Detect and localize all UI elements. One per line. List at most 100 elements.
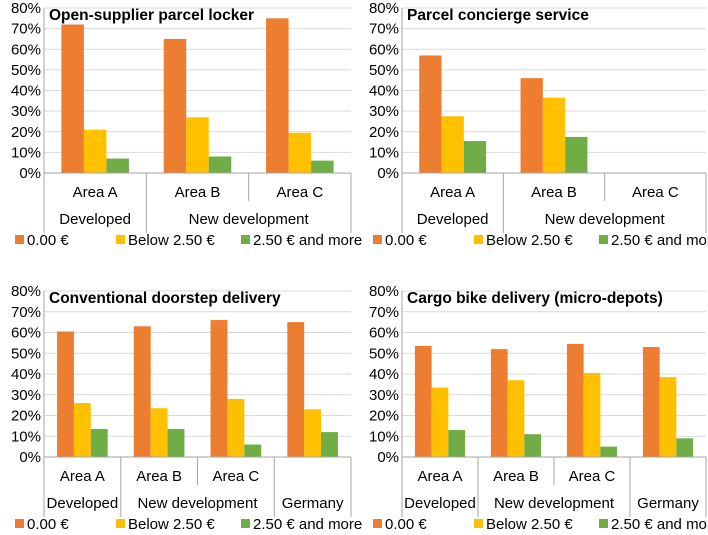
y-tick-label: 70% [11,21,41,38]
legend-label: Below 2.50 € [128,516,215,533]
chart-title: Cargo bike delivery (micro-depots) [407,290,663,307]
y-tick-label: 0% [377,165,399,182]
chart-panel-3: 0% 10% 20% 30% 40% 50% 60% 70% 80% Area A Area B Ar… [11,283,362,533]
legend-label: 0.00 € [27,516,69,533]
y-tick-label: 80% [369,0,399,17]
group-label: Developed [47,495,119,512]
y-tick-label: 40% [369,83,399,100]
legend-label: 0.00 € [385,232,427,249]
y-tick-label: 50% [11,345,41,362]
group-label: New development [189,211,310,228]
bar-1-area-b [520,78,543,173]
bar-2-area-b [507,380,525,457]
legend-swatch [241,235,250,244]
bar-2-area-c [583,372,601,457]
bar-3-area-a [448,430,466,457]
legend-swatch [15,235,24,244]
y-tick-label: 10% [11,144,41,161]
y-tick-label: 60% [11,41,41,58]
bar-2-area-a [83,129,107,173]
y-tick-label: 50% [369,62,399,79]
y-tick-label: 60% [369,41,399,58]
category-label: Area C [276,184,323,201]
legend-label: 0.00 € [27,232,69,249]
bar-2- [304,409,322,457]
bar-3-area-a [90,428,108,457]
y-tick-label: 30% [11,103,41,120]
bar-2-area-c [227,398,245,457]
bar-2-area-a [431,387,449,457]
bar-3-area-b [208,156,232,173]
legend-swatch [241,519,250,528]
y-tick-label: 60% [11,325,41,342]
legend-item: Below 2.50 € [474,516,573,533]
bar-1-area-b [490,349,508,457]
category-label: Area A [60,468,105,485]
y-tick-label: 60% [369,325,399,342]
category-label: Area B [493,468,539,485]
legend-label: Below 2.50 € [486,516,573,533]
category-label: Area B [531,184,577,201]
bar-3-area-c [244,444,262,457]
chart-title: Parcel concierge service [407,7,589,24]
category-label: Area B [136,468,182,485]
legend-swatch [599,519,608,528]
bar-2-area-c [288,132,312,173]
group-label: Developed [404,495,476,512]
bar-3- [321,432,338,457]
bar-1-area-c [266,18,289,173]
bar-2-area-b [150,408,168,457]
legend-item: 0.00 € [15,232,69,249]
y-tick-label: 10% [369,144,399,161]
legend-item: 0.00 € [373,232,427,249]
chart-panel-2: 0% 10% 20% 30% 40% 50% 60% 70% 80% Area A Area B Ar… [369,0,708,249]
bar-2-area-a [73,403,91,457]
group-label: New development [545,211,666,228]
legend-swatch [373,519,382,528]
legend-item: 2.50 € and more [599,232,708,249]
bar-3-area-c [311,160,334,173]
chart-panel-4: 0% 10% 20% 30% 40% 50% 60% 70% 80% Area A Area B Ar… [369,283,708,533]
bar-3-area-b [167,428,185,457]
category-label: Area A [417,468,462,485]
legend-label: 2.50 € and more [253,516,362,533]
y-tick-label: 30% [369,103,399,120]
y-tick-label: 70% [11,304,41,321]
bar-1-area-a [419,55,442,173]
bar-2-area-a [441,116,464,173]
legend-item: 2.50 € and more [241,516,362,533]
bar-1- [287,322,305,457]
legend-label: 2.50 € and more [253,232,362,249]
legend-item: 0.00 € [373,516,427,533]
category-label: Area C [569,468,616,485]
legend-item: Below 2.50 € [474,232,573,249]
y-tick-label: 20% [369,408,399,425]
y-tick-label: 0% [19,449,41,466]
y-tick-label: 0% [377,449,399,466]
bar-3-area-a [106,158,129,173]
legend-swatch [474,519,483,528]
bar-2-area-b [186,117,209,173]
bar-3-area-b [565,136,588,173]
y-tick-label: 40% [11,366,41,383]
bar-1-area-b [133,326,151,457]
category-label: Area B [175,184,221,201]
bar-1- [642,347,660,457]
group-label: New development [494,495,615,512]
legend-swatch [474,235,483,244]
y-tick-label: 70% [369,304,399,321]
bar-3- [676,438,694,457]
y-tick-label: 20% [11,408,41,425]
legend-item: Below 2.50 € [116,232,215,249]
bar-1-area-b [163,38,187,173]
bar-1-area-c [210,320,228,457]
y-tick-label: 30% [11,387,41,404]
chart-title: Conventional doorstep delivery [49,290,281,307]
y-tick-label: 80% [11,0,41,17]
chart-title: Open-supplier parcel locker [49,7,254,24]
y-tick-label: 0% [19,165,41,182]
bar-2- [659,377,677,457]
category-label: Area C [632,184,679,201]
y-tick-label: 70% [369,21,399,38]
